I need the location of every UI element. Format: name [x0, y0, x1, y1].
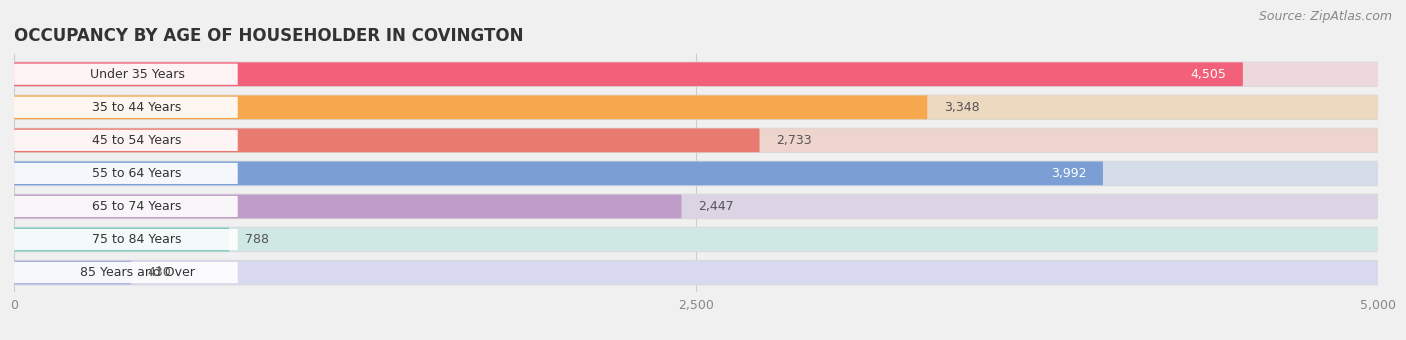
Text: 75 to 84 Years: 75 to 84 Years: [93, 233, 181, 246]
FancyBboxPatch shape: [14, 129, 1378, 152]
FancyBboxPatch shape: [14, 196, 238, 217]
FancyBboxPatch shape: [14, 128, 1378, 153]
FancyBboxPatch shape: [14, 261, 131, 285]
FancyBboxPatch shape: [14, 62, 1378, 86]
FancyBboxPatch shape: [14, 95, 1378, 120]
Text: 4,505: 4,505: [1191, 68, 1226, 81]
FancyBboxPatch shape: [14, 62, 1378, 87]
Text: 55 to 64 Years: 55 to 64 Years: [93, 167, 181, 180]
Text: 35 to 44 Years: 35 to 44 Years: [93, 101, 181, 114]
FancyBboxPatch shape: [14, 229, 238, 250]
Text: 65 to 74 Years: 65 to 74 Years: [93, 200, 181, 213]
FancyBboxPatch shape: [14, 130, 238, 151]
FancyBboxPatch shape: [14, 162, 1102, 185]
Text: 2,733: 2,733: [776, 134, 811, 147]
Text: 3,348: 3,348: [943, 101, 979, 114]
FancyBboxPatch shape: [14, 62, 1243, 86]
FancyBboxPatch shape: [14, 194, 1378, 219]
Text: Under 35 Years: Under 35 Years: [90, 68, 184, 81]
Text: Source: ZipAtlas.com: Source: ZipAtlas.com: [1258, 10, 1392, 23]
FancyBboxPatch shape: [14, 129, 759, 152]
FancyBboxPatch shape: [14, 262, 238, 283]
FancyBboxPatch shape: [14, 227, 1378, 252]
FancyBboxPatch shape: [14, 194, 682, 218]
FancyBboxPatch shape: [14, 97, 238, 118]
FancyBboxPatch shape: [14, 260, 1378, 285]
Text: 3,992: 3,992: [1052, 167, 1087, 180]
Text: 788: 788: [246, 233, 270, 246]
FancyBboxPatch shape: [14, 163, 238, 184]
FancyBboxPatch shape: [14, 227, 229, 251]
Text: 2,447: 2,447: [697, 200, 734, 213]
FancyBboxPatch shape: [14, 96, 1378, 119]
Text: 45 to 54 Years: 45 to 54 Years: [93, 134, 181, 147]
FancyBboxPatch shape: [14, 161, 1378, 186]
FancyBboxPatch shape: [14, 162, 1378, 185]
FancyBboxPatch shape: [14, 64, 238, 85]
FancyBboxPatch shape: [14, 227, 1378, 251]
Text: OCCUPANCY BY AGE OF HOUSEHOLDER IN COVINGTON: OCCUPANCY BY AGE OF HOUSEHOLDER IN COVIN…: [14, 27, 523, 45]
FancyBboxPatch shape: [14, 96, 928, 119]
FancyBboxPatch shape: [14, 261, 1378, 285]
FancyBboxPatch shape: [14, 194, 1378, 218]
Text: 85 Years and Over: 85 Years and Over: [80, 266, 194, 279]
Text: 430: 430: [148, 266, 172, 279]
